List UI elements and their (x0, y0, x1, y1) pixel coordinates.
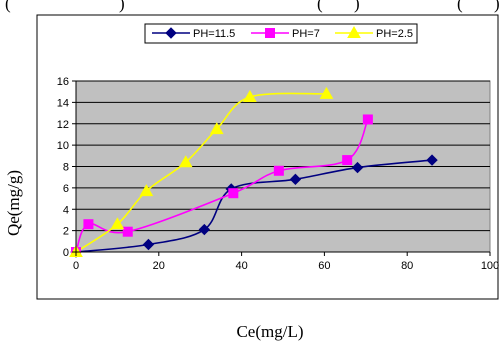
data-point-ph-7-2 (122, 226, 133, 237)
caption-fragment-2: ) (119, 0, 125, 13)
y-axis-ticks: 0 2 4 6 8 10 12 14 16 (57, 76, 490, 259)
y-tick-label: 8 (63, 162, 69, 174)
legend-marker-ph-7 (265, 28, 275, 38)
y-tick-label: 6 (63, 183, 69, 195)
x-axis-title: Ce(mg/L) (236, 322, 303, 341)
y-axis-title: Qe(mg/g) (4, 170, 23, 236)
data-point-ph-11-5-6 (426, 154, 438, 166)
y-tick-label: 4 (63, 204, 69, 216)
data-point-ph-2-5-1 (110, 217, 125, 230)
data-point-ph-7-5 (342, 155, 353, 166)
data-point-ph-7-3 (228, 188, 239, 199)
legend-items: PH=11.5 PH=7 PH=2.5 (152, 25, 413, 40)
legend-marker-ph-11-5 (165, 27, 177, 39)
y-tick-label: 16 (57, 76, 69, 88)
series-markers (69, 86, 438, 258)
y-tick-label: 2 (63, 226, 69, 238)
top-caption: ( ) ( ) ( ) (5, 0, 500, 13)
y-tick-label: 14 (57, 97, 69, 109)
data-point-ph-2-5-3 (178, 155, 193, 168)
gridlines (76, 80, 490, 232)
caption-fragment-3: ( (317, 0, 323, 13)
caption-fragment-6: ) (494, 0, 500, 13)
x-tick-label: 40 (235, 260, 247, 272)
data-point-ph-2-5-5 (243, 90, 257, 103)
legend-label-ph-7: PH=7 (292, 28, 320, 40)
caption-fragment-4: ) (354, 0, 360, 13)
data-point-ph-2-5-2 (139, 184, 154, 197)
legend-label-ph-11-5: PH=11.5 (193, 28, 235, 40)
legend-marker-ph-2-5 (347, 25, 361, 38)
x-axis-ticks: 0 20 40 60 80 100 (73, 252, 499, 272)
data-point-ph-11-5-4 (289, 173, 302, 186)
legend-label-ph-2-5: PH=2.5 (376, 28, 413, 40)
data-point-ph-2-5-4 (209, 122, 224, 135)
caption-fragment-1: ( (5, 0, 11, 13)
data-point-ph-11-5-2 (198, 223, 211, 236)
x-tick-label: 80 (401, 260, 413, 272)
y-tick-label: 0 (63, 247, 69, 259)
data-point-ph-7-4 (273, 165, 284, 176)
x-tick-label: 60 (318, 260, 330, 272)
data-point-ph-7-6 (362, 114, 373, 125)
y-tick-label: 10 (57, 140, 69, 152)
x-tick-label: 20 (153, 260, 165, 272)
data-point-ph-7-1 (83, 219, 94, 230)
y-tick-label: 12 (57, 119, 69, 131)
x-tick-label: 100 (481, 260, 499, 272)
data-point-ph-11-5-5 (351, 161, 364, 174)
data-point-ph-2-5-6 (319, 86, 334, 99)
caption-fragment-5: ( (457, 0, 463, 13)
x-tick-label: 0 (73, 260, 79, 272)
data-point-ph-11-5-1 (142, 238, 155, 251)
